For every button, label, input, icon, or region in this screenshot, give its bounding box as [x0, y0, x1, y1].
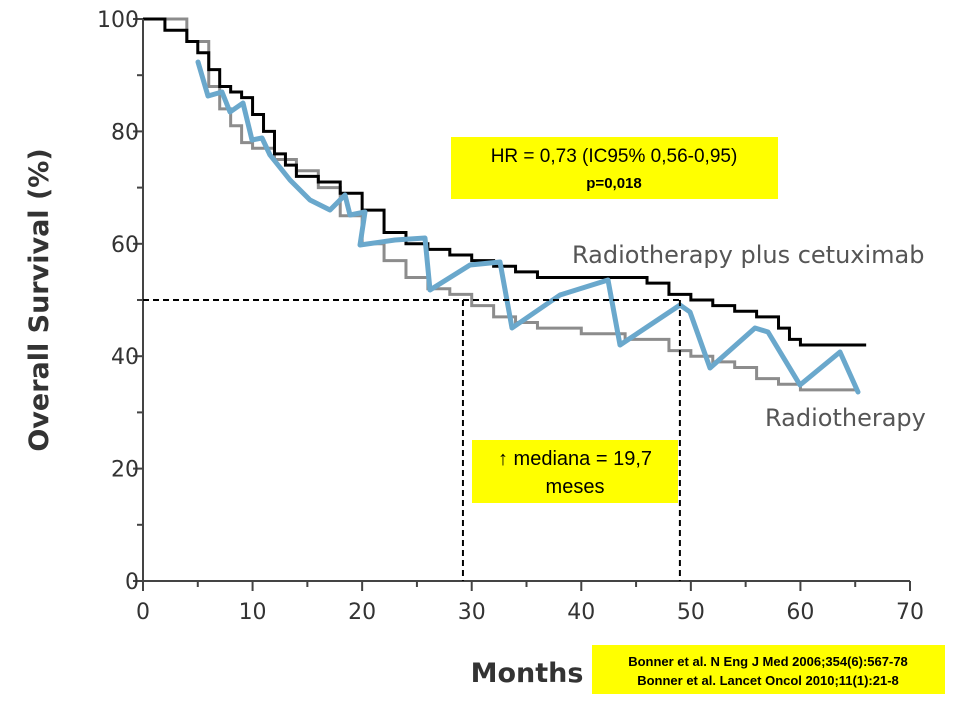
legend-label: Radiotherapy — [765, 404, 926, 432]
hr-box — [451, 137, 778, 199]
y-tick-label: 100 — [97, 8, 139, 33]
x-axis-label: Months — [471, 658, 584, 689]
median-box — [472, 440, 678, 503]
reference: Bonner et al. N Eng J Med 2006;354(6):56… — [628, 654, 908, 669]
x-tick-label: 20 — [348, 600, 376, 625]
legend-label: Radiotherapy plus cetuximab — [572, 241, 925, 269]
y-tick-label: 80 — [111, 120, 139, 145]
median-text: meses — [546, 476, 605, 498]
y-tick-label: 20 — [111, 458, 139, 483]
hr-text: HR = 0,73 (IC95% 0,56-0,95) — [491, 146, 738, 167]
y-tick-label: 40 — [111, 345, 139, 370]
squiggle — [195, 59, 861, 395]
y-tick-label: 60 — [111, 233, 139, 258]
x-tick-label: 50 — [677, 600, 705, 625]
median-text: ↑ mediana = 19,7 — [498, 448, 652, 470]
y-tick-label: 0 — [125, 570, 139, 595]
survival-curve — [143, 17, 867, 347]
y-axis-label: Overall Survival (%) — [24, 148, 55, 451]
x-tick-label: 0 — [136, 600, 150, 625]
x-tick-label: 30 — [458, 600, 486, 625]
x-tick-label: 60 — [786, 600, 814, 625]
reference-box — [592, 645, 945, 694]
x-tick-label: 10 — [239, 600, 267, 625]
x-tick-label: 40 — [567, 600, 595, 625]
x-tick-label: 70 — [896, 600, 924, 625]
reference: Bonner et al. Lancet Oncol 2010;11(1):21… — [637, 673, 899, 688]
p-value: p=0,018 — [586, 175, 641, 192]
